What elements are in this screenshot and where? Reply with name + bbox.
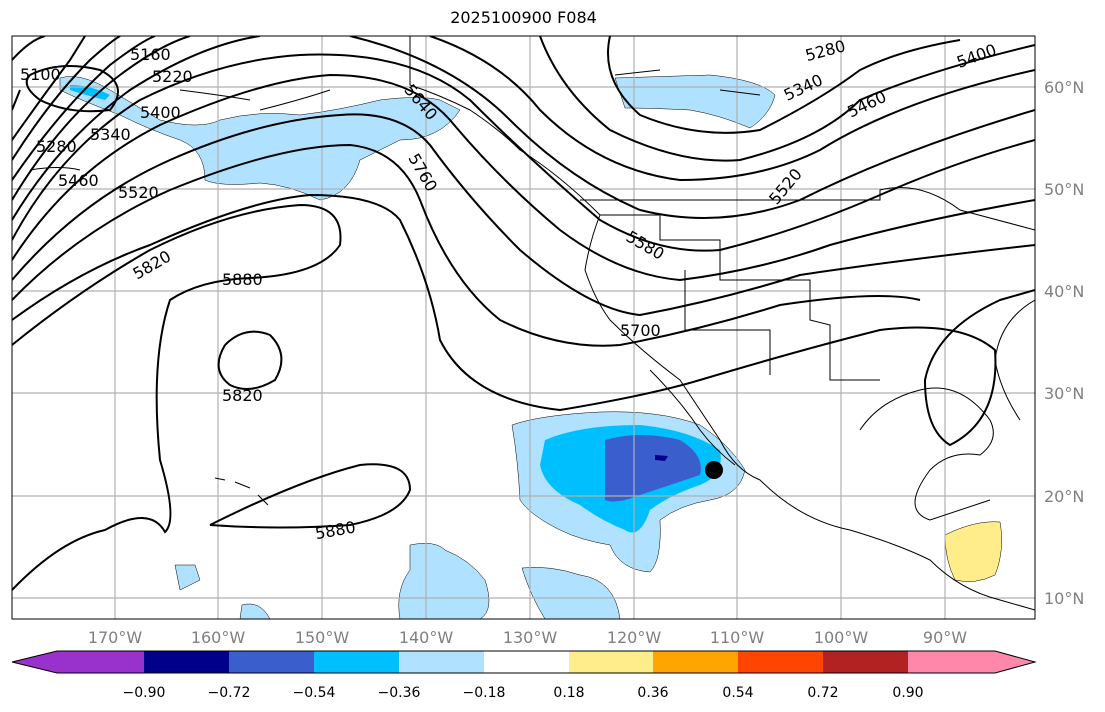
colorbar-segment xyxy=(57,651,144,673)
lon-label: 130°W xyxy=(503,628,558,647)
colorbar-tick: −0.54 xyxy=(293,685,336,701)
lon-label: 160°W xyxy=(191,628,246,647)
graticule xyxy=(12,36,1035,619)
colorbar-segment xyxy=(484,651,569,673)
colorbar-tick: −0.36 xyxy=(378,685,421,701)
contour-label: 5580 xyxy=(623,227,668,264)
lat-label: 30°N xyxy=(1044,384,1084,403)
lon-axis: 170°W 160°W 150°W 140°W 130°W 120°W 110°… xyxy=(88,628,967,647)
map-title: 2025100900 F084 xyxy=(450,8,597,27)
lon-label: 100°W xyxy=(814,628,869,647)
contour-label: 5520 xyxy=(765,165,806,208)
colorbar-tick: 0.18 xyxy=(553,685,584,701)
colorbar-tick: −0.72 xyxy=(208,685,251,701)
height-contours xyxy=(12,36,1035,591)
coastlines xyxy=(29,36,1035,611)
colorbar-tick: 0.72 xyxy=(807,685,838,701)
storm-center-marker xyxy=(705,461,723,479)
colorbar-extend-high xyxy=(995,651,1035,673)
colorbar-segment xyxy=(399,651,484,673)
colorbar-segment xyxy=(144,651,229,673)
lat-label: 40°N xyxy=(1044,282,1084,301)
lon-label: 90°W xyxy=(923,628,967,647)
colorbar-tick: 0.36 xyxy=(637,685,668,701)
contour-label: 5700 xyxy=(620,321,661,340)
colorbar-segment xyxy=(653,651,738,673)
colorbar-outline xyxy=(11,650,1037,674)
anomaly-shading xyxy=(59,74,1002,619)
contour-label: 5880 xyxy=(222,270,263,289)
colorbar-tick: 0.54 xyxy=(722,685,753,701)
contour-label: 5100 xyxy=(20,65,61,84)
colorbar-segment xyxy=(314,651,399,673)
colorbar-tick: 0.90 xyxy=(892,685,923,701)
contour-labels: 5100 5160 5220 5280 5340 5400 5460 5520 … xyxy=(20,36,999,543)
colorbar-extend-low xyxy=(12,651,57,673)
map-area: 5100 5160 5220 5280 5340 5400 5460 5520 … xyxy=(12,36,1035,619)
lon-label: 140°W xyxy=(399,628,454,647)
lon-label: 120°W xyxy=(607,628,662,647)
contour-label: 5160 xyxy=(130,45,171,64)
colorbar-segment xyxy=(738,651,823,673)
map-frame xyxy=(11,35,1036,620)
contour-label: 5760 xyxy=(404,150,441,195)
contour-label: 5520 xyxy=(118,183,159,202)
colorbar-ticks: −0.90 −0.72 −0.54 −0.36 −0.18 0.18 0.36 … xyxy=(123,685,924,701)
lat-label: 50°N xyxy=(1044,180,1084,199)
lat-label: 60°N xyxy=(1044,78,1084,97)
contour-label: 5340 xyxy=(90,125,131,144)
lat-axis: 60°N 50°N 40°N 30°N 20°N 10°N xyxy=(1044,78,1084,608)
lat-label: 10°N xyxy=(1044,589,1084,608)
colorbar-segment xyxy=(823,651,908,673)
contour-label: 5220 xyxy=(152,67,193,86)
colorbar-segment xyxy=(569,651,653,673)
contour-label: 5400 xyxy=(140,103,181,122)
colorbar-segment xyxy=(229,651,314,673)
lat-label: 20°N xyxy=(1044,487,1084,506)
contour-label: 5400 xyxy=(954,40,999,72)
contour-label: 5280 xyxy=(36,137,77,156)
contour-label: 5460 xyxy=(58,171,99,190)
colorbar xyxy=(11,650,1037,674)
contour-label: 5340 xyxy=(781,70,826,104)
lon-label: 150°W xyxy=(295,628,350,647)
lon-label: 170°W xyxy=(88,628,143,647)
contour-label: 5880 xyxy=(314,517,357,543)
contour-label: 5460 xyxy=(844,87,889,121)
colorbar-tick: −0.90 xyxy=(123,685,166,701)
contour-label: 5820 xyxy=(129,247,174,284)
lon-label: 110°W xyxy=(710,628,765,647)
colorbar-tick: −0.18 xyxy=(463,685,506,701)
contour-label: 5820 xyxy=(222,386,263,405)
colorbar-segment xyxy=(908,651,995,673)
